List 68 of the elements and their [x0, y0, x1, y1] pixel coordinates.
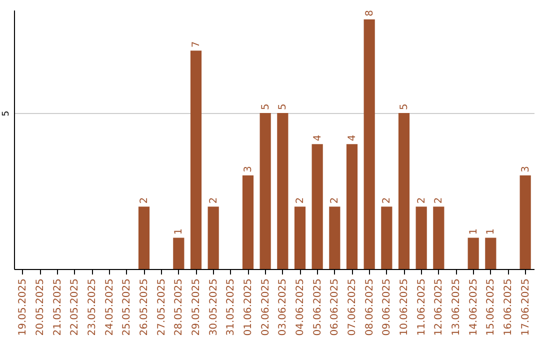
x-tick-label: 26.05.2025 — [139, 278, 150, 336]
x-tick-label: 20.05.2025 — [35, 278, 46, 336]
x-tick-label: 10.06.2025 — [399, 278, 410, 336]
data-label: 1 — [486, 228, 497, 235]
x-tick-label: 28.05.2025 — [174, 278, 185, 336]
x-tick-label: 24.05.2025 — [104, 278, 116, 336]
data-label: 1 — [468, 228, 480, 235]
data-label: 4 — [312, 134, 324, 142]
x-tick-label: 16.06.2025 — [503, 278, 514, 336]
data-label: 1 — [174, 228, 185, 235]
bar — [208, 206, 219, 269]
x-tick-label: 25.05.2025 — [122, 278, 133, 336]
x-tick-label: 17.06.2025 — [520, 278, 532, 336]
bar — [260, 112, 271, 269]
data-label: 3 — [243, 166, 254, 172]
x-tick-label: 03.06.2025 — [278, 278, 289, 336]
x-tick-label: 04.06.2025 — [295, 278, 306, 336]
data-label: 5 — [260, 104, 272, 110]
bar — [468, 238, 479, 269]
bar — [520, 175, 531, 269]
data-label: 4 — [347, 134, 358, 142]
data-label: 2 — [295, 197, 306, 204]
bar — [485, 238, 496, 269]
data-label: 7 — [191, 41, 202, 48]
data-label: 5 — [399, 104, 410, 110]
bar — [242, 175, 254, 269]
data-label: 2 — [330, 197, 341, 204]
x-tick-label: 30.05.2025 — [208, 278, 220, 336]
x-tick-label: 12.06.2025 — [434, 278, 445, 336]
data-label: 8 — [364, 10, 376, 16]
bar — [294, 206, 306, 269]
x-tick-label: 13.06.2025 — [451, 278, 462, 336]
bar — [329, 206, 340, 269]
x-tick-label: 01.06.2025 — [243, 278, 254, 336]
x-tick-label: 05.06.2025 — [312, 278, 324, 336]
data-label: 2 — [416, 197, 428, 204]
x-tick-label: 14.06.2025 — [468, 278, 480, 336]
x-tick-label: 23.05.2025 — [87, 278, 98, 336]
x-tick-label: 07.06.2025 — [347, 278, 358, 336]
bar — [364, 19, 375, 269]
data-label: 3 — [520, 166, 532, 172]
x-tick-label: 15.06.2025 — [486, 278, 497, 336]
x-tick-label: 08.06.2025 — [364, 278, 376, 336]
x-tick-label: 27.05.2025 — [156, 278, 168, 336]
x-tick-label: 21.05.2025 — [52, 278, 64, 336]
data-label: 5 — [278, 104, 289, 110]
bar — [312, 144, 323, 269]
x-tick-label: 09.06.2025 — [382, 278, 393, 336]
bar — [416, 206, 427, 269]
bar — [433, 206, 444, 269]
x-tick-label: 06.06.2025 — [330, 278, 341, 336]
x-tick-label: 11.06.2025 — [416, 278, 428, 336]
x-tick-label: 31.05.2025 — [226, 278, 237, 336]
data-label: 2 — [208, 197, 220, 204]
bar — [138, 206, 150, 269]
x-tick-label: 19.05.2025 — [18, 278, 29, 336]
bar — [277, 112, 288, 269]
bar — [346, 144, 358, 269]
data-label: 2 — [434, 197, 445, 204]
x-tick-label: 22.05.2025 — [70, 278, 81, 336]
data-label: 2 — [382, 197, 393, 204]
bar — [398, 112, 410, 269]
bar — [381, 206, 392, 269]
x-tick-label: 02.06.2025 — [260, 278, 272, 336]
bar — [173, 238, 184, 269]
data-label: 2 — [139, 197, 150, 204]
bar — [190, 50, 202, 269]
x-tick-label: 29.05.2025 — [191, 278, 202, 336]
